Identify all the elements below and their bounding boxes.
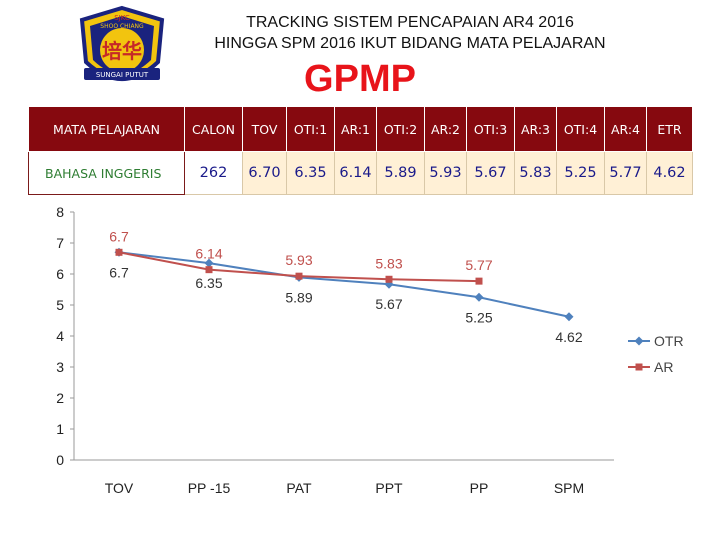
- y-tick-label: 5: [56, 297, 64, 313]
- grade-cell: 4.62: [646, 151, 693, 195]
- grade-cell: 5.83: [514, 151, 557, 195]
- x-tick-label: PPT: [375, 480, 403, 496]
- y-tick-label: 8: [56, 204, 64, 220]
- y-tick-label: 4: [56, 328, 64, 344]
- ar-marker: [295, 272, 303, 280]
- y-tick-label: 3: [56, 359, 64, 375]
- x-tick-label: PP -15: [188, 480, 231, 496]
- legend-marker: [634, 336, 644, 346]
- column-header: CALON: [184, 106, 243, 152]
- y-tick-label: 1: [56, 421, 64, 437]
- logo-name-text: SHOO CHIANG: [100, 23, 144, 30]
- title-line-2: HINGGA SPM 2016 IKUT BIDANG MATA PELAJAR…: [214, 35, 606, 52]
- subject-code: GPMP: [304, 58, 416, 100]
- calon-cell: 262: [184, 151, 243, 195]
- data-label: 6.35: [195, 275, 222, 291]
- otr-marker: [564, 312, 574, 322]
- logo-bottom-text: SUNGAI PUTUT: [96, 71, 149, 79]
- x-tick-label: SPM: [554, 480, 584, 496]
- series-line-otr: [118, 251, 570, 318]
- column-header: ETR: [646, 106, 693, 152]
- table-header-row: MATA PELAJARAN CALON TOV OTI:1 AR:1 OTI:…: [28, 106, 693, 152]
- grade-cell: 6.14: [334, 151, 377, 195]
- subject-cell: BAHASA INGGERIS: [28, 151, 185, 195]
- ar-marker: [115, 248, 123, 256]
- data-label: 5.83: [375, 255, 402, 271]
- legend-label: OTR: [654, 333, 684, 349]
- y-tick-label: 2: [56, 390, 64, 406]
- grade-cell: 5.67: [466, 151, 515, 195]
- otr-marker: [474, 292, 484, 302]
- data-label: 5.25: [465, 309, 492, 325]
- page-title: TRACKING SISTEM PENCAPAIAN AR4 2016 HING…: [170, 12, 650, 54]
- table-row: BAHASA INGGERIS 262 6.70 6.35 6.14 5.89 …: [28, 151, 693, 195]
- data-label: 5.93: [285, 252, 312, 268]
- column-header: OTI:2: [376, 106, 425, 152]
- logo-top-text: SJKC: [114, 14, 130, 22]
- y-tick-label: 6: [56, 266, 64, 282]
- data-label: 4.62: [555, 329, 582, 345]
- school-logo: 培华 SJKC SHOO CHIANG SUNGAI PUTUT: [79, 5, 165, 81]
- data-label: 5.89: [285, 289, 312, 305]
- grade-cell: 5.77: [604, 151, 647, 195]
- column-header: AR:1: [334, 106, 377, 152]
- column-header: OTI:1: [286, 106, 335, 152]
- otr-marker: [204, 258, 214, 268]
- legend-marker: [635, 363, 643, 371]
- grade-cell: 6.70: [242, 151, 287, 195]
- column-header: TOV: [242, 106, 287, 152]
- x-tick-label: TOV: [105, 480, 134, 496]
- grade-cell: 5.93: [424, 151, 467, 195]
- results-table: MATA PELAJARAN CALON TOV OTI:1 AR:1 OTI:…: [28, 106, 693, 195]
- y-tick-label: 0: [56, 452, 64, 468]
- y-tick-label: 7: [56, 235, 64, 251]
- grade-cell: 5.25: [556, 151, 605, 195]
- logo-emblem-text: 培华: [102, 39, 142, 63]
- column-header: MATA PELAJARAN: [28, 106, 185, 152]
- data-label: 6.7: [109, 228, 129, 244]
- column-header: AR:4: [604, 106, 647, 152]
- x-tick-label: PAT: [286, 480, 312, 496]
- data-label: 6.7: [109, 264, 129, 280]
- x-tick-label: PP: [470, 480, 489, 496]
- title-line-1: TRACKING SISTEM PENCAPAIAN AR4 2016: [246, 14, 574, 31]
- data-label: 5.67: [375, 296, 402, 312]
- ar-marker: [475, 277, 483, 285]
- legend-label: AR: [654, 359, 673, 375]
- column-header: AR:2: [424, 106, 467, 152]
- ar-marker: [205, 266, 213, 274]
- line-chart: 0 1 2 3 4 5 6 7 8 TOV PP -15 PAT PPT PP SPM 6.7 6.35 5.89…: [56, 204, 684, 496]
- grade-cell: 6.35: [286, 151, 335, 195]
- data-label: 6.14: [195, 246, 222, 262]
- data-label: 5.77: [465, 257, 492, 273]
- column-header: OTI:3: [466, 106, 515, 152]
- column-header: OTI:4: [556, 106, 605, 152]
- ar-marker: [385, 275, 393, 283]
- column-header: AR:3: [514, 106, 557, 152]
- grade-cell: 5.89: [376, 151, 425, 195]
